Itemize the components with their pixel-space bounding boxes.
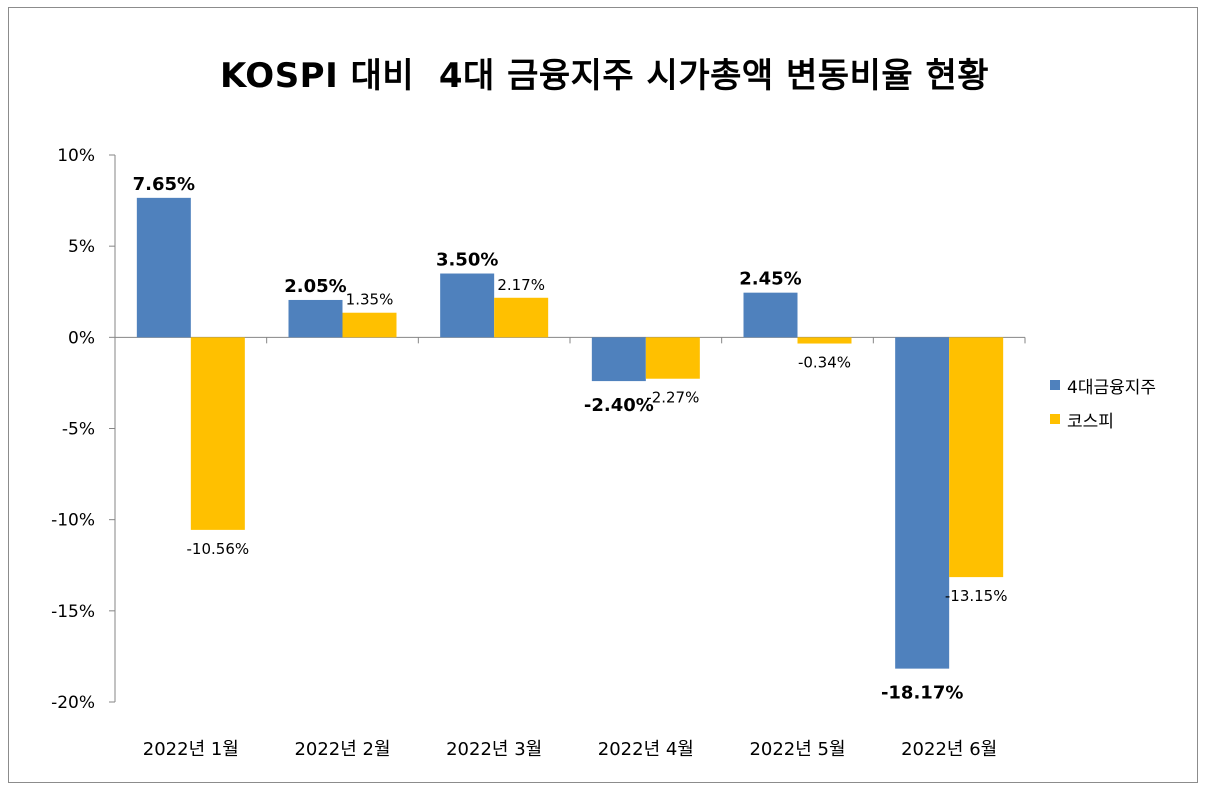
x-tick-label: 2022년 4월 — [598, 739, 694, 760]
bar-kospi — [494, 297, 549, 338]
data-labels: 7.65% 2.05% 3.50% -2.40% 2.45% -18.17% -10.56%… — [133, 174, 1008, 704]
data-label-financial: 7.65% — [133, 174, 195, 195]
y-tick-label: 0% — [68, 328, 95, 348]
bar-financial — [288, 299, 343, 338]
legend-swatch-financial — [1050, 380, 1060, 390]
legend-item-financial: 4대금융지주 — [1050, 368, 1156, 402]
chart-title: KOSPI 대비 4대 금융지주 시가총액 변동비율 현황 — [219, 56, 990, 96]
bar-kospi — [797, 337, 852, 344]
y-tick-label: -10% — [51, 511, 95, 531]
y-tick-label: -5% — [62, 420, 95, 440]
bar-kospi — [342, 312, 397, 338]
legend: 4대금융지주 코스피 — [1050, 368, 1156, 436]
bars — [136, 197, 1004, 669]
bar-financial — [136, 197, 191, 338]
data-label-financial: 3.50% — [436, 250, 498, 271]
bar-financial — [440, 273, 495, 338]
legend-swatch-kospi — [1050, 414, 1060, 424]
legend-label-kospi: 코스피 — [1067, 411, 1114, 432]
data-label-financial: -2.40% — [584, 395, 654, 416]
data-label-kospi: -13.15% — [945, 587, 1008, 605]
data-label-kospi: -2.27% — [646, 389, 699, 407]
y-tick-label: 10% — [57, 146, 95, 166]
x-tick-label: 2022년 1월 — [143, 739, 239, 760]
y-tick-label: -15% — [51, 602, 95, 622]
data-label-financial: 2.45% — [739, 269, 801, 290]
axes: 10% 5% 0% -5% -10% -15% -20% 2022년 1월 2022년 2월 20… — [51, 146, 1026, 760]
legend-item-kospi: 코스피 — [1050, 402, 1156, 436]
bar-kospi — [645, 337, 700, 379]
bar-kospi — [190, 337, 245, 530]
x-tick-label: 2022년 5월 — [749, 739, 845, 760]
y-tick-label: -20% — [51, 693, 95, 713]
legend-label-financial: 4대금융지주 — [1067, 377, 1157, 398]
y-tick-label: 5% — [68, 237, 95, 257]
bar-financial — [895, 337, 950, 669]
data-label-kospi: -10.56% — [187, 540, 250, 558]
data-label-kospi: 2.17% — [497, 276, 545, 294]
data-label-kospi: 1.35% — [346, 291, 394, 309]
x-tick-label: 2022년 3월 — [446, 739, 542, 760]
x-tick-label: 2022년 2월 — [294, 739, 390, 760]
bar-financial — [591, 337, 646, 382]
bar-kospi — [949, 337, 1004, 578]
data-label-financial: -18.17% — [881, 683, 963, 704]
bar-financial — [743, 292, 798, 338]
x-tick-label: 2022년 6월 — [901, 739, 997, 760]
data-label-kospi: -0.34% — [798, 354, 851, 372]
data-label-financial: 2.05% — [284, 276, 346, 297]
